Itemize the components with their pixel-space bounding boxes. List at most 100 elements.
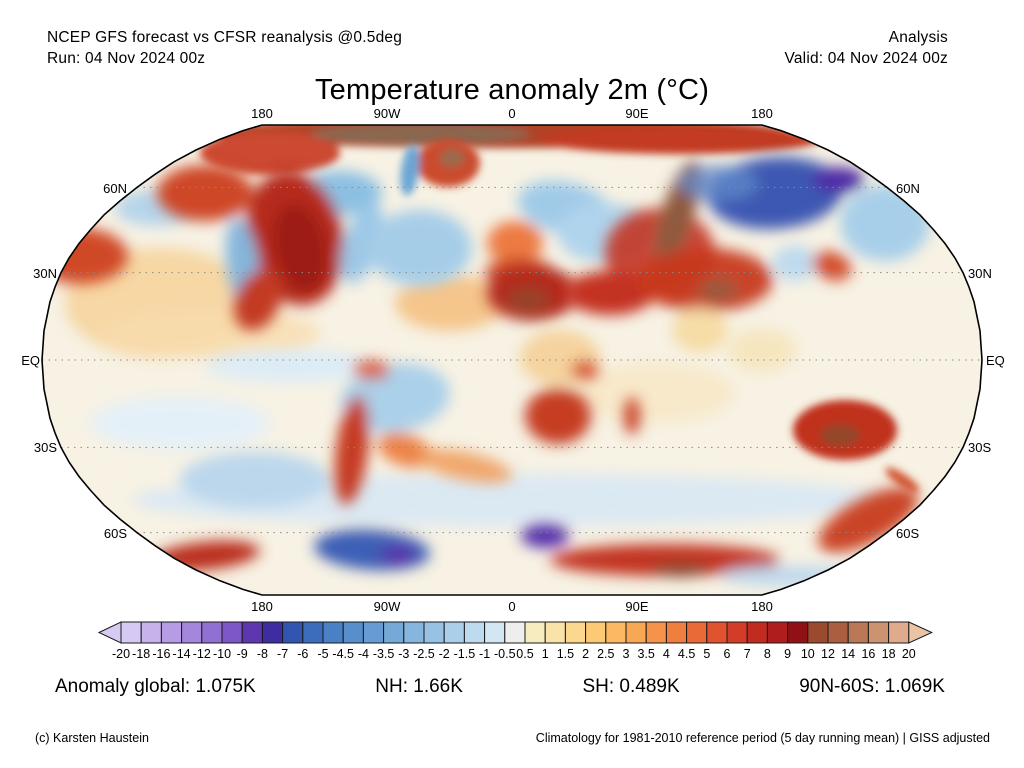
colorbar-under-arrow xyxy=(97,621,122,644)
summary-stats: Anomaly global: 1.075K NH: 1.66K SH: 0.4… xyxy=(55,676,945,698)
colorbar-tick-label: 3.5 xyxy=(638,647,655,661)
colorbar-cell xyxy=(625,621,647,644)
colorbar-cell xyxy=(888,621,910,644)
colorbar-cell xyxy=(443,621,465,644)
lon-label-bottom-180w: 180 xyxy=(251,599,273,614)
colorbar-cell xyxy=(484,621,506,644)
colorbar-tick-label: 18 xyxy=(882,647,896,661)
lat-label-left-60s: 60S xyxy=(104,526,127,541)
colorbar-tick-label: -1.5 xyxy=(454,647,476,661)
colorbar-tick-label: -10 xyxy=(213,647,231,661)
colorbar-tick-label: 12 xyxy=(821,647,835,661)
colorbar-tick-label: -2 xyxy=(439,647,450,661)
colorbar-tick-label: 14 xyxy=(841,647,855,661)
lat-label-left-30n: 30N xyxy=(33,266,57,281)
colorbar-tick-label: -20 xyxy=(112,647,130,661)
page-title: Temperature anomaly 2m (°C) xyxy=(314,74,710,106)
colorbar-cell xyxy=(322,621,344,644)
lon-label-bottom-180e: 180 xyxy=(751,599,773,614)
colorbar-tick-label: -2.5 xyxy=(413,647,435,661)
colorbar-tick-label: -16 xyxy=(152,647,170,661)
colorbar-tick-label: 0.5 xyxy=(516,647,533,661)
latitude-gridlines xyxy=(42,186,982,534)
lon-label-top-180e: 180 xyxy=(751,108,773,121)
colorbar-tick-label: 10 xyxy=(801,647,815,661)
colorbar-cell xyxy=(867,621,890,644)
header-left: NCEP GFS forecast vs CFSR reanalysis @0.… xyxy=(47,27,402,69)
lon-label-top-0: 0 xyxy=(508,108,515,121)
colorbar-cell xyxy=(423,621,445,644)
lon-label-bottom-0: 0 xyxy=(508,599,515,614)
colorbar-tick-label: 2 xyxy=(582,647,589,661)
header-right: Analysis Valid: 04 Nov 2024 00z xyxy=(784,27,948,69)
colorbar-cell xyxy=(261,621,284,644)
colorbar-cell xyxy=(645,621,667,644)
colorbar-cell xyxy=(362,621,385,644)
colorbar-cell xyxy=(827,621,849,644)
colorbar-cell xyxy=(585,621,607,644)
valid-time-label: Valid: 04 Nov 2024 00z xyxy=(784,50,948,67)
lat-label-right-60n: 60N xyxy=(896,181,920,196)
colorbar-cell xyxy=(463,621,486,644)
model-info: NCEP GFS forecast vs CFSR reanalysis @0.… xyxy=(47,29,403,46)
colorbar-cell xyxy=(504,621,526,644)
colorbar-tick-label: 5 xyxy=(703,647,710,661)
colorbar-cell xyxy=(221,621,243,644)
colorbar-cell xyxy=(665,621,688,644)
stat-sh: SH: 0.489K xyxy=(582,676,680,697)
map-boundary xyxy=(41,124,983,596)
colorbar-tick-label: 7 xyxy=(744,647,751,661)
colorbar-tick-label: -6 xyxy=(297,647,308,661)
colorbar-cell xyxy=(544,621,566,644)
colorbar-tick-label: -12 xyxy=(193,647,211,661)
colorbar-cell xyxy=(342,621,364,644)
colorbar-cell xyxy=(181,621,203,644)
lon-label-top-90w: 90W xyxy=(374,108,401,121)
colorbar-tick-label: -5 xyxy=(317,647,328,661)
colorbar-tick-label: -3 xyxy=(398,647,409,661)
lat-label-left-eq: EQ xyxy=(21,353,40,368)
colorbar-cell xyxy=(403,621,425,644)
colorbar-tick-label: -18 xyxy=(132,647,150,661)
colorbar-cell xyxy=(140,621,162,644)
colorbar-cell xyxy=(120,621,142,644)
lon-label-top-180w: 180 xyxy=(251,108,273,121)
copyright-label: (c) Karsten Haustein xyxy=(35,731,149,745)
colorbar-tick-label: -9 xyxy=(237,647,248,661)
lat-label-right-eq: EQ xyxy=(986,353,1005,368)
colorbar-tick-label: 3 xyxy=(623,647,630,661)
anomaly-map: 180 90W 0 90E 180 180 90W 0 90E 180 60N … xyxy=(21,108,1005,614)
analysis-mode-label: Analysis xyxy=(888,29,948,46)
stat-90n-60s: 90N-60S: 1.069K xyxy=(799,676,945,697)
colorbar-tick-label: 20 xyxy=(902,647,916,661)
anomaly-field xyxy=(42,125,982,595)
lon-label-bottom-90w: 90W xyxy=(374,599,401,614)
stat-global: Anomaly global: 1.075K xyxy=(55,676,256,697)
colorbar-cell xyxy=(605,621,627,644)
colorbar-tick-label: -4.5 xyxy=(332,647,354,661)
colorbar-tick-label: -4 xyxy=(358,647,369,661)
lat-label-left-60n: 60N xyxy=(103,181,127,196)
colorbar-cell xyxy=(160,621,183,644)
colorbar-tick-label: -3.5 xyxy=(373,647,395,661)
colorbar-cell xyxy=(847,621,869,644)
colorbar-tick-label: 4 xyxy=(663,647,670,661)
lat-label-left-30s: 30S xyxy=(34,440,57,455)
lon-label-top-90e: 90E xyxy=(625,108,648,121)
stat-nh: NH: 1.66K xyxy=(375,676,463,697)
colorbar-tick-label: 6 xyxy=(724,647,731,661)
colorbar-cell xyxy=(383,621,405,644)
colorbar-tick-label: -7 xyxy=(277,647,288,661)
colorbar-tick-label: 8 xyxy=(764,647,771,661)
run-info: Run: 04 Nov 2024 00z xyxy=(47,50,206,67)
colorbar-over-arrow xyxy=(908,621,934,644)
colorbar-tick-label: 2.5 xyxy=(597,647,614,661)
colorbar-tick-label: -1 xyxy=(479,647,490,661)
colorbar: -20 -18 -16 -14 -12 -10 -9 -8 -7 -6 -5 -4.5 -4 -3.5 -3… xyxy=(97,621,934,661)
colorbar-tick-label: -0.5 xyxy=(494,647,516,661)
colorbar-cell xyxy=(766,621,789,644)
colorbar-cell xyxy=(282,621,304,644)
colorbar-cell xyxy=(746,621,768,644)
colorbar-tick-label: -14 xyxy=(173,647,191,661)
